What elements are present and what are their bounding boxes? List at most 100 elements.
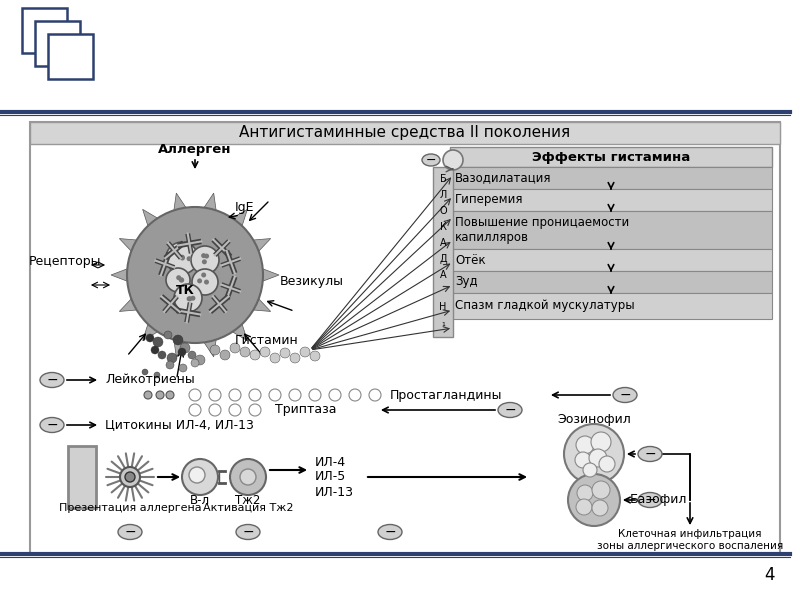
- Text: ИЛ-13: ИЛ-13: [315, 485, 354, 499]
- Text: Везикулы: Везикулы: [280, 275, 344, 289]
- Circle shape: [599, 456, 615, 472]
- Circle shape: [178, 259, 183, 264]
- Text: К: К: [439, 222, 446, 232]
- Text: ИЛ-5: ИЛ-5: [315, 470, 346, 484]
- Bar: [433, 167, 453, 337]
- Text: Повышение проницаемости
капилляров: Повышение проницаемости капилляров: [455, 216, 630, 244]
- Circle shape: [125, 472, 135, 482]
- Text: Гиперемия: Гиперемия: [455, 193, 523, 206]
- Circle shape: [151, 346, 159, 354]
- Circle shape: [179, 364, 187, 372]
- Circle shape: [230, 459, 266, 495]
- Circle shape: [173, 278, 178, 283]
- Circle shape: [180, 343, 190, 353]
- Circle shape: [188, 351, 196, 359]
- Polygon shape: [111, 266, 133, 283]
- Circle shape: [575, 452, 591, 468]
- Polygon shape: [142, 209, 163, 232]
- Circle shape: [156, 391, 164, 399]
- Circle shape: [592, 481, 610, 499]
- Bar: [48, 34, 93, 79]
- Circle shape: [220, 350, 230, 360]
- Circle shape: [154, 372, 160, 378]
- Circle shape: [189, 404, 201, 416]
- Bar: [22, 8, 67, 53]
- Bar: [450, 189, 772, 211]
- Text: Аллерген: Аллерген: [158, 143, 232, 157]
- Circle shape: [198, 262, 203, 268]
- Circle shape: [249, 389, 261, 401]
- Bar: [68, 446, 96, 508]
- Circle shape: [591, 432, 611, 452]
- Text: −: −: [644, 447, 656, 461]
- Text: Зуд: Зуд: [455, 275, 478, 289]
- Circle shape: [178, 263, 182, 268]
- Ellipse shape: [638, 493, 662, 508]
- Ellipse shape: [236, 524, 260, 539]
- Circle shape: [564, 424, 624, 484]
- Text: Вазодилатация: Вазодилатация: [455, 172, 551, 185]
- Circle shape: [290, 353, 300, 363]
- Text: Простагландины: Простагландины: [390, 389, 502, 401]
- Circle shape: [166, 268, 190, 292]
- Circle shape: [192, 269, 218, 295]
- Circle shape: [349, 389, 361, 401]
- Text: ₁: ₁: [441, 318, 445, 328]
- Circle shape: [178, 348, 186, 356]
- Text: Рецепторы: Рецепторы: [29, 256, 102, 269]
- Circle shape: [195, 355, 205, 365]
- Text: Гистамин: Гистамин: [235, 334, 298, 346]
- Text: А: А: [440, 270, 446, 280]
- Text: −: −: [46, 373, 58, 387]
- Circle shape: [309, 389, 321, 401]
- Text: В-л: В-л: [190, 493, 210, 506]
- Text: Презентация аллергена: Презентация аллергена: [58, 503, 202, 513]
- Text: Эозинофил: Эозинофил: [557, 413, 631, 425]
- Text: Триптаза: Триптаза: [275, 403, 337, 416]
- Bar: [450, 211, 772, 249]
- Text: Спазм гладкой мускулатуры: Спазм гладкой мускулатуры: [455, 299, 634, 313]
- Circle shape: [229, 404, 241, 416]
- Bar: [450, 293, 772, 319]
- Circle shape: [164, 331, 172, 339]
- Circle shape: [204, 261, 209, 266]
- Circle shape: [568, 474, 620, 526]
- Bar: [450, 271, 772, 293]
- Circle shape: [142, 369, 148, 375]
- Ellipse shape: [613, 388, 637, 403]
- Circle shape: [189, 389, 201, 401]
- Circle shape: [186, 250, 191, 256]
- Text: −: −: [619, 388, 631, 402]
- Circle shape: [229, 389, 241, 401]
- Bar: [450, 249, 772, 271]
- Circle shape: [127, 207, 263, 343]
- Text: Тж2: Тж2: [235, 493, 261, 506]
- Polygon shape: [247, 239, 270, 256]
- Circle shape: [300, 347, 310, 357]
- Text: −: −: [242, 525, 254, 539]
- Polygon shape: [201, 193, 217, 217]
- Text: А: А: [440, 238, 446, 248]
- Text: О: О: [439, 206, 447, 216]
- Circle shape: [206, 278, 210, 283]
- Ellipse shape: [40, 373, 64, 388]
- Circle shape: [369, 389, 381, 401]
- Circle shape: [269, 389, 281, 401]
- Circle shape: [206, 262, 211, 268]
- Circle shape: [443, 150, 463, 170]
- Bar: [35, 21, 80, 66]
- Text: Отёк: Отёк: [455, 253, 486, 266]
- Circle shape: [576, 499, 592, 515]
- Text: Л: Л: [439, 190, 446, 200]
- Polygon shape: [142, 318, 163, 341]
- Circle shape: [209, 404, 221, 416]
- Circle shape: [191, 246, 219, 274]
- Circle shape: [250, 350, 260, 360]
- Polygon shape: [173, 193, 190, 217]
- Ellipse shape: [40, 418, 64, 433]
- Text: Клеточная инфильтрация
зоны аллергического воспаления: Клеточная инфильтрация зоны аллергическо…: [597, 529, 783, 551]
- Circle shape: [187, 295, 192, 300]
- Circle shape: [249, 404, 261, 416]
- Bar: [450, 147, 772, 167]
- Text: Б: Б: [440, 174, 446, 184]
